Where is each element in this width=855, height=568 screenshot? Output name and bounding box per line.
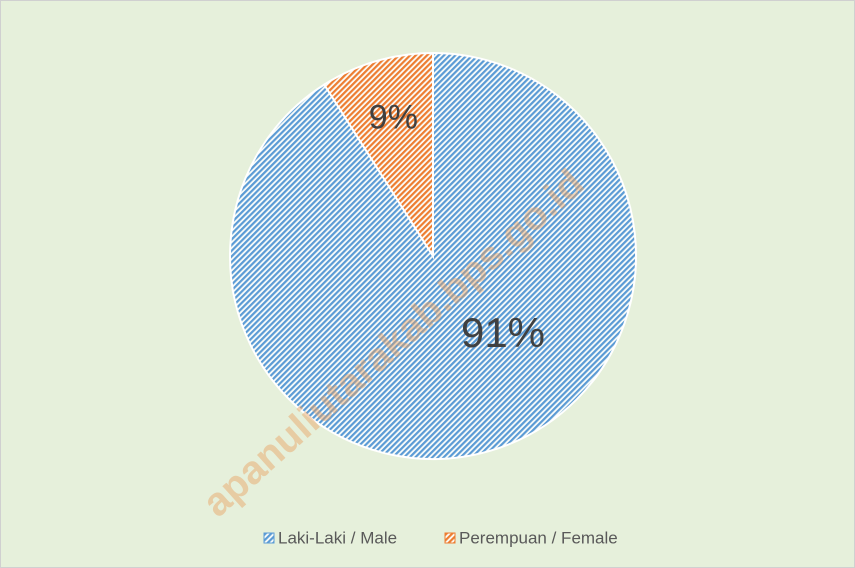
legend-marker xyxy=(444,532,456,544)
legend-marker xyxy=(263,532,275,544)
data-label: 9% xyxy=(369,99,418,137)
legend-label: Perempuan / Female xyxy=(459,528,618,547)
legend-label: Laki-Laki / Male xyxy=(278,528,397,547)
data-label: 91% xyxy=(461,309,545,356)
pie-slice xyxy=(322,51,434,260)
